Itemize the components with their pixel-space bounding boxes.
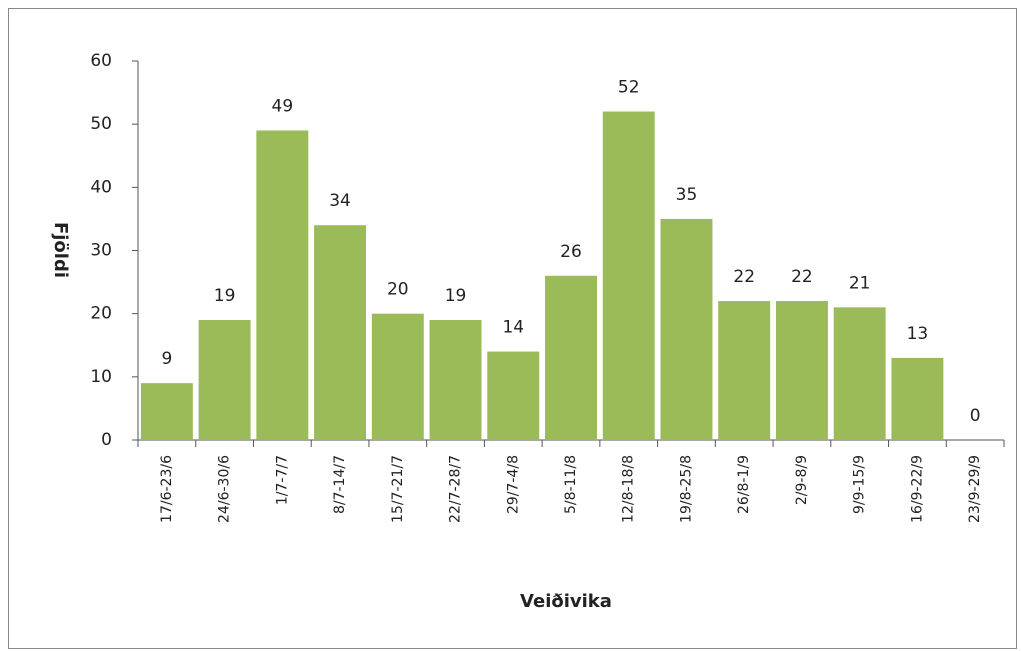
x-tick-label: 16/9-22/9 (909, 455, 925, 523)
data-label: 22 (791, 267, 813, 287)
data-label: 19 (445, 286, 467, 306)
data-label: 20 (387, 280, 409, 300)
data-label: 21 (849, 273, 871, 293)
bar (602, 111, 655, 441)
x-tick-label: 19/8-25/8 (678, 455, 694, 523)
x-tick-label: 2/9-8/9 (794, 455, 810, 505)
bar (256, 130, 309, 440)
x-tick-label: 23/9-29/9 (967, 455, 983, 523)
data-label: 19 (214, 286, 236, 306)
x-tick-label: 9/9-15/9 (852, 455, 868, 514)
x-tick-label: 26/8-1/9 (736, 455, 752, 514)
data-label: 34 (329, 191, 351, 211)
chart-border (8, 8, 1017, 649)
data-label: 49 (272, 96, 294, 116)
bar (487, 351, 540, 440)
bar (198, 319, 251, 440)
x-tick-label: 24/6-30/6 (217, 455, 233, 523)
y-tick-label: 10 (90, 367, 112, 387)
x-tick-label: 29/7-4/8 (505, 455, 521, 514)
data-label: 9 (161, 349, 172, 369)
x-tick-label: 12/8-18/8 (621, 455, 637, 523)
x-tick-label: 8/7-14/7 (332, 455, 348, 514)
bar (833, 307, 886, 440)
y-axis-title: Fjöldi (50, 222, 71, 278)
bar (314, 225, 367, 440)
x-tick-label: 15/7-21/7 (390, 455, 406, 523)
bar (660, 218, 713, 440)
data-label: 35 (676, 185, 698, 205)
data-label: 22 (733, 267, 755, 287)
x-tick-label: 1/7-7/7 (274, 455, 290, 505)
bar (371, 313, 424, 440)
data-label: 0 (970, 406, 981, 426)
y-tick-label: 20 (90, 304, 112, 324)
x-tick-label: 22/7-28/7 (448, 455, 464, 523)
data-label: 14 (502, 318, 524, 338)
data-label: 13 (907, 324, 929, 344)
x-tick-label: 17/6-23/6 (159, 455, 175, 523)
x-tick-label: 5/8-11/8 (563, 455, 579, 514)
y-tick-label: 30 (90, 241, 112, 261)
y-tick-label: 50 (90, 114, 112, 134)
x-axis-title: Veiðivika (520, 591, 612, 612)
bar (891, 357, 944, 440)
bar (718, 301, 771, 440)
data-label: 26 (560, 242, 582, 262)
y-tick-label: 0 (101, 430, 112, 450)
bar (140, 383, 193, 440)
y-tick-label: 60 (90, 51, 112, 71)
y-tick-label: 40 (90, 177, 112, 197)
bar (545, 275, 597, 440)
bar (775, 301, 828, 440)
bar (429, 319, 482, 440)
data-label: 52 (618, 78, 640, 98)
